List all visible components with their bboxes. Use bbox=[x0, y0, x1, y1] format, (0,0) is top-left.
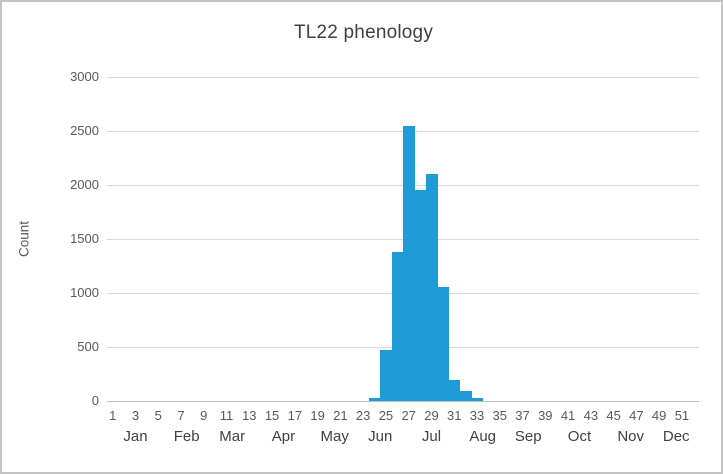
bar-week-28 bbox=[414, 190, 427, 401]
y-tick-label-3000: 3000 bbox=[70, 69, 99, 84]
bar-week-26 bbox=[391, 251, 404, 401]
y-tick-label-2500: 2500 bbox=[70, 123, 99, 138]
bar-week-24 bbox=[368, 398, 381, 401]
x-tick-label-week-29: 29 bbox=[424, 408, 439, 423]
x-tick-label-week-7: 7 bbox=[177, 408, 185, 423]
bar-week-29 bbox=[425, 174, 438, 401]
x-tick-label-week-45: 45 bbox=[606, 408, 621, 423]
x-tick-label-week-19: 19 bbox=[310, 408, 325, 423]
x-tick-label-week-39: 39 bbox=[538, 408, 553, 423]
x-tick-label-week-15: 15 bbox=[264, 408, 280, 423]
y-tick-label-0: 0 bbox=[91, 393, 99, 408]
month-label-mar: Mar bbox=[219, 428, 246, 445]
month-label-jul: Jul bbox=[421, 428, 442, 445]
y-tick-label-2000: 2000 bbox=[70, 177, 99, 192]
month-label-jan: Jan bbox=[123, 428, 148, 445]
x-tick-label-week-21: 21 bbox=[333, 408, 348, 423]
x-tick-label-week-33: 33 bbox=[469, 408, 485, 423]
month-label-dec: Dec bbox=[662, 428, 690, 445]
x-tick-label-week-49: 49 bbox=[651, 408, 667, 423]
month-label-nov: Nov bbox=[617, 428, 645, 445]
x-tick-label-week-11: 11 bbox=[219, 408, 234, 423]
month-label-may: May bbox=[320, 428, 349, 445]
x-tick-label-week-23: 23 bbox=[355, 408, 371, 423]
y-tick-label-1000: 1000 bbox=[70, 285, 99, 300]
bar-week-25 bbox=[380, 350, 393, 401]
bar-week-30 bbox=[437, 286, 450, 401]
x-tick-label-week-5: 5 bbox=[154, 408, 162, 423]
month-label-sep: Sep bbox=[514, 428, 542, 445]
x-tick-label-week-25: 25 bbox=[378, 408, 394, 423]
x-tick-label-week-27: 27 bbox=[401, 408, 416, 423]
month-label-apr: Apr bbox=[271, 428, 296, 445]
x-tick-label-week-9: 9 bbox=[200, 408, 208, 423]
x-tick-label-week-37: 37 bbox=[515, 408, 530, 423]
x-tick-label-week-31: 31 bbox=[446, 408, 462, 423]
y-tick-label-500: 500 bbox=[77, 339, 99, 354]
x-tick-label-week-51: 51 bbox=[674, 408, 690, 423]
bar-week-31 bbox=[448, 379, 461, 401]
x-tick-label-week-43: 43 bbox=[583, 408, 599, 423]
bar-week-32 bbox=[459, 391, 472, 401]
x-axis-line bbox=[107, 401, 699, 402]
bar-week-33 bbox=[471, 397, 484, 401]
x-tick-label-week-13: 13 bbox=[242, 408, 257, 423]
x-tick-label-week-17: 17 bbox=[287, 408, 303, 423]
x-tick-label-week-41: 41 bbox=[560, 408, 576, 423]
x-tick-label-week-3: 3 bbox=[131, 408, 140, 423]
month-label-aug: Aug bbox=[469, 428, 497, 445]
x-tick-label-week-35: 35 bbox=[492, 408, 507, 423]
y-tick-label-1500: 1500 bbox=[70, 231, 99, 246]
month-label-jun: Jun bbox=[368, 428, 393, 445]
x-tick-label-week-1: 1 bbox=[109, 408, 117, 423]
month-label-oct: Oct bbox=[567, 428, 592, 445]
month-label-feb: Feb bbox=[173, 428, 200, 445]
x-tick-label-week-47: 47 bbox=[629, 408, 644, 423]
chart-title: TL22 phenology bbox=[293, 22, 434, 43]
gridline-3000 bbox=[107, 77, 699, 78]
bar-week-27 bbox=[403, 125, 415, 401]
